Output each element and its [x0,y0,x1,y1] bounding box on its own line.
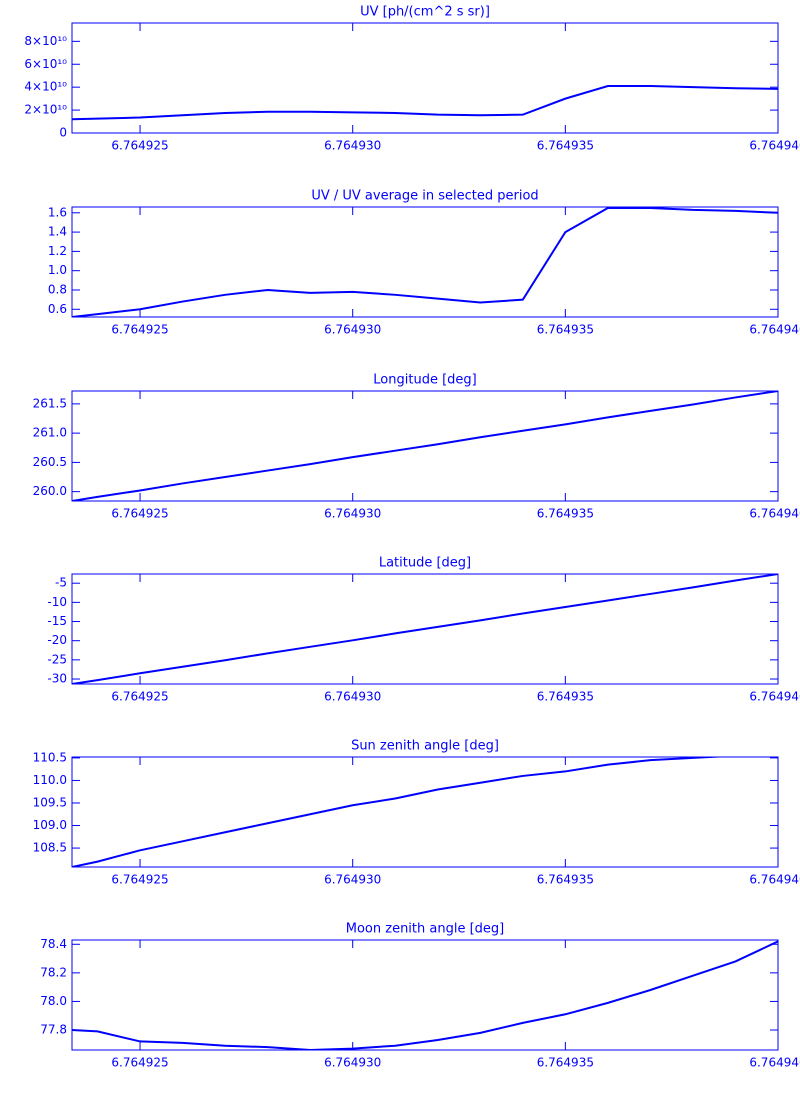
y-tick-label: 1.0 [48,263,67,277]
x-tick-label: 6.764940 [749,690,800,704]
x-tick-label: 6.764930 [324,139,381,153]
panel: UV [ph/(cm^2 s sr)] 0 2×10¹⁰ 4×10¹⁰ 6×10¹⁰ 8×… [24,5,800,153]
x-tick-label: 6.764935 [537,690,594,704]
x-tick-label: 6.764935 [537,323,594,337]
x-tick-label: 6.764925 [111,507,168,521]
y-tick-label: -30 [47,672,67,686]
plot-frame [71,206,779,318]
data-line [72,207,778,317]
plot-frame [71,390,779,502]
y-tick-label: 110.0 [33,773,67,787]
y-tick-label: -15 [47,614,67,628]
y-tick-label: 1.2 [48,244,67,258]
x-tick-label: 6.764940 [749,873,800,887]
y-tick-label: 261.5 [33,396,67,410]
x-tick-label: 6.764925 [111,323,168,337]
x-tick-label: 6.764940 [749,507,800,521]
chart-title: Longitude [deg] [373,373,476,388]
y-tick-label: 109.0 [33,818,67,832]
y-tick-label: 260.5 [33,455,67,469]
plot-frame [71,756,779,868]
x-tick-label: 6.764935 [537,139,594,153]
y-tick-label: -10 [47,595,67,609]
x-tick-label: 6.764925 [111,139,168,153]
y-tick-label: 6×10¹⁰ [24,57,67,71]
data-line [72,391,778,501]
chart-title: Latitude [deg] [379,556,471,571]
chart-title: UV [ph/(cm^2 s sr)] [360,5,490,20]
panel: UV / UV average in selected period 0.6 0.8… [48,189,800,337]
panel: Moon zenith angle [deg] 77.8 78.0 78.2 78.4 6… [40,922,800,1070]
panel: Longitude [deg] 260.0 260.5 261.0 261.5 6.764… [33,373,800,521]
y-tick-label: 77.8 [40,1023,67,1037]
x-tick-label: 6.764940 [749,323,800,337]
y-tick-label: 1.4 [48,225,67,239]
y-tick-label: 78.0 [40,994,67,1008]
x-tick-label: 6.764930 [324,873,381,887]
x-tick-label: 6.764935 [537,1056,594,1070]
data-line [72,940,778,1050]
y-tick-label: -20 [47,633,67,647]
y-tick-label: 0 [59,126,67,140]
x-tick-label: 6.764930 [324,507,381,521]
chart-title: Sun zenith angle [deg] [351,739,499,754]
x-tick-label: 6.764925 [111,690,168,704]
x-tick-label: 6.764930 [324,323,381,337]
x-tick-label: 6.764930 [324,1056,381,1070]
x-tick-label: 6.764935 [537,507,594,521]
data-line [72,757,729,867]
y-tick-label: 260.0 [33,484,67,498]
y-tick-label: 2×10¹⁰ [24,103,67,117]
panel: Latitude [deg] -30 -25 -20 -15 -10 -5 6.764925 6… [47,556,800,704]
plot-frame [71,939,779,1051]
y-tick-label: 0.6 [48,302,67,316]
x-tick-label: 6.764940 [749,1056,800,1070]
y-tick-label: 8×10¹⁰ [24,34,67,48]
x-tick-label: 6.764940 [749,139,800,153]
x-tick-label: 6.764925 [111,1056,168,1070]
chart-title: Moon zenith angle [deg] [346,922,504,937]
y-tick-label: -25 [47,652,67,666]
y-tick-label: 78.2 [40,965,67,979]
data-line [72,85,778,121]
y-tick-label: 108.5 [33,841,67,855]
x-tick-label: 6.764925 [111,873,168,887]
x-tick-label: 6.764935 [537,873,594,887]
plot-frame [71,573,779,685]
y-tick-label: 109.5 [33,795,67,809]
plot-frame [71,22,779,134]
chart-title: UV / UV average in selected period [311,189,538,204]
x-tick-label: 6.764930 [324,690,381,704]
y-tick-label: 261.0 [33,426,67,440]
y-tick-label: 110.5 [33,750,67,764]
y-tick-label: 0.8 [48,282,67,296]
y-tick-label: 78.4 [40,937,67,951]
y-tick-label: -5 [55,576,67,590]
data-line [72,574,778,684]
y-tick-label: 1.6 [48,205,67,219]
y-tick-label: 4×10¹⁰ [24,80,67,94]
panel: Sun zenith angle [deg] 108.5 109.0 109.5 110… [33,739,800,887]
